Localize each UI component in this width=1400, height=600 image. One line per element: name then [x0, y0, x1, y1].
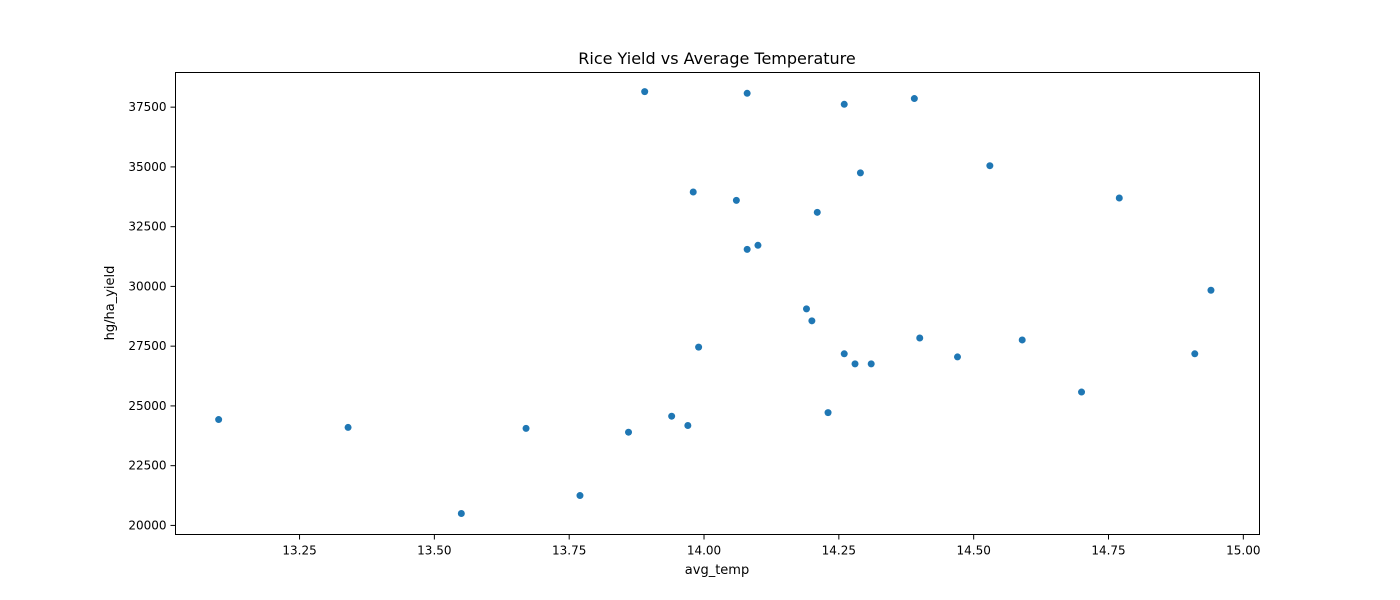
x-tick-label: 13.75: [552, 544, 586, 558]
data-point: [668, 412, 676, 420]
y-tick-label: 32500: [128, 220, 166, 234]
x-axis-label: avg_temp: [685, 563, 749, 578]
data-point: [457, 509, 465, 517]
x-tick-label: 14.00: [687, 544, 721, 558]
data-point: [732, 196, 740, 204]
data-point: [1207, 286, 1215, 294]
data-point: [856, 169, 864, 177]
data-point: [625, 428, 633, 436]
y-tick-label: 25000: [128, 399, 166, 413]
data-point: [840, 100, 848, 108]
data-point: [986, 162, 994, 170]
data-point: [641, 88, 649, 96]
data-point: [953, 353, 961, 361]
data-point: [689, 188, 697, 196]
y-tick-label: 37500: [128, 100, 166, 114]
y-axis: 20000 22500 25000 27500 30000 32500 35000 37500: [128, 100, 176, 532]
x-tick-label: 14.75: [1091, 544, 1125, 558]
y-tick-label: 20000: [128, 518, 166, 532]
y-tick-label: 30000: [128, 279, 166, 293]
data-point: [824, 409, 832, 417]
data-point: [743, 245, 751, 253]
plot-frame: [175, 72, 1260, 535]
data-point: [813, 208, 821, 216]
data-point: [802, 305, 810, 313]
x-tick-label: 13.50: [417, 544, 451, 558]
data-point: [1115, 194, 1123, 202]
data-point: [867, 360, 875, 368]
y-tick-label: 35000: [128, 160, 166, 174]
data-point: [576, 492, 584, 500]
x-tick-label: 15.00: [1226, 544, 1260, 558]
data-point: [1078, 388, 1086, 396]
data-point: [851, 360, 859, 368]
x-tick-label: 14.50: [956, 544, 990, 558]
x-tick-label: 14.25: [822, 544, 856, 558]
data-point: [215, 416, 223, 424]
data-point: [808, 317, 816, 325]
data-point: [522, 424, 530, 432]
data-point: [695, 343, 703, 351]
data-point: [1191, 350, 1199, 358]
data-point: [344, 423, 352, 431]
y-axis-label: hg/ha_yield: [103, 266, 118, 341]
y-tick-label: 22500: [128, 459, 166, 473]
chart-title: Rice Yield vs Average Temperature: [578, 49, 856, 68]
x-axis: 13.25 13.50 13.75 14.00 14.25 14.50 14.75 15.00: [282, 534, 1261, 558]
y-tick-label: 27500: [128, 339, 166, 353]
data-point: [840, 350, 848, 358]
data-point: [916, 334, 924, 342]
data-points: [215, 88, 1215, 517]
data-point: [910, 95, 918, 103]
data-point: [1018, 336, 1026, 344]
x-tick-label: 13.25: [282, 544, 316, 558]
data-point: [684, 422, 692, 430]
data-point: [754, 241, 762, 249]
data-point: [743, 89, 751, 97]
